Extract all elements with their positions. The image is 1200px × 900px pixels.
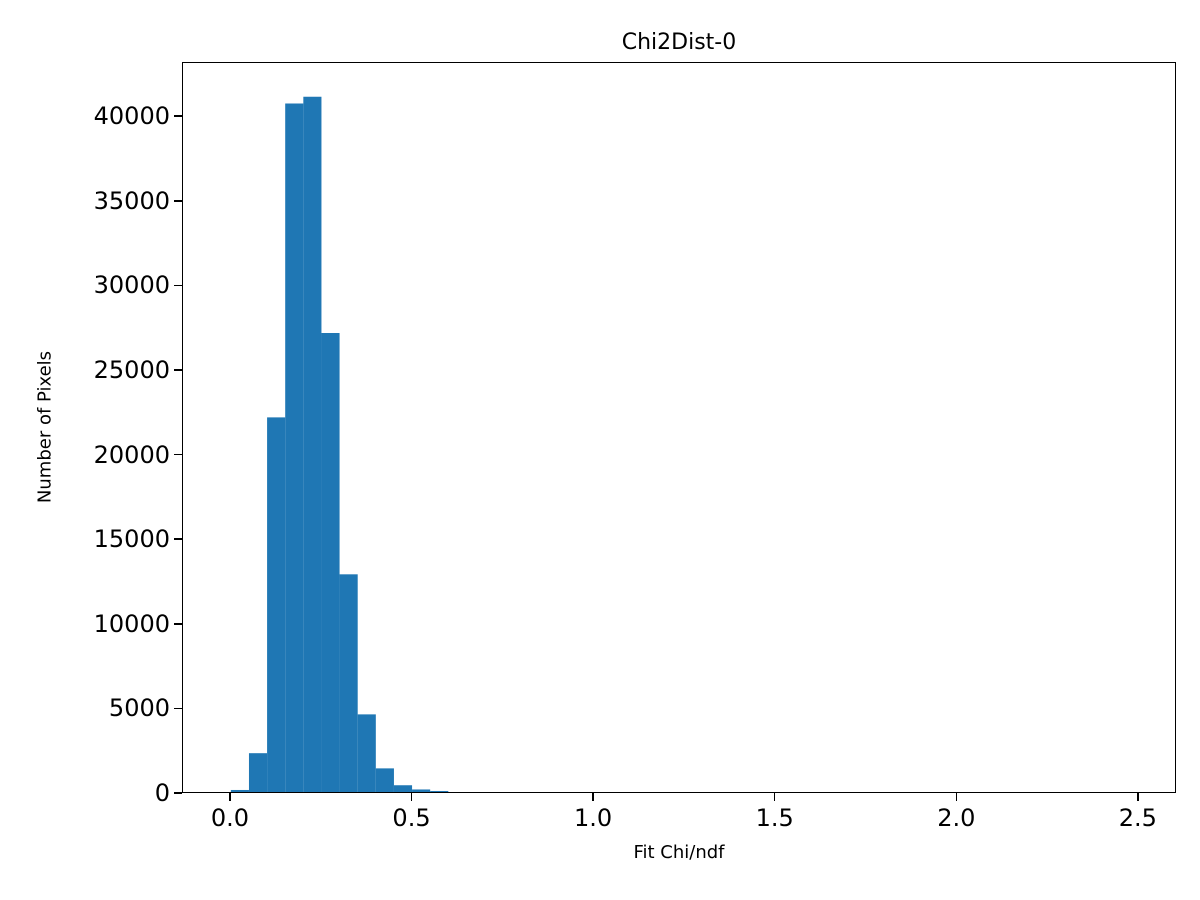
- y-tick-label: 25000: [93, 355, 170, 384]
- x-tick-mark: [229, 793, 231, 801]
- y-tick-label: 5000: [108, 694, 170, 723]
- y-tick-mark: [174, 623, 182, 625]
- y-tick-label: 35000: [93, 186, 170, 215]
- y-tick-mark: [174, 369, 182, 371]
- x-tick-label: 1.0: [574, 804, 613, 832]
- histogram-bar: [230, 789, 249, 792]
- x-tick-label: 2.0: [937, 804, 976, 832]
- y-tick-label: 10000: [93, 609, 170, 638]
- histogram-bar: [375, 768, 394, 792]
- y-tick-label: 40000: [93, 102, 170, 131]
- x-tick-label: 0.0: [210, 804, 250, 832]
- y-tick-mark: [174, 284, 182, 287]
- plot-area: [182, 62, 1176, 793]
- y-tick-label: 15000: [93, 525, 170, 554]
- histogram-bar: [339, 574, 358, 792]
- histogram-bar: [393, 785, 413, 792]
- y-tick-label: 30000: [93, 271, 170, 300]
- y-tick-mark: [174, 538, 182, 540]
- y-tick-mark: [174, 115, 182, 117]
- histogram-bar: [321, 332, 340, 792]
- y-tick-label: 0: [154, 779, 170, 807]
- x-tick-mark: [410, 793, 413, 801]
- chart-title: Chi2Dist-0: [621, 30, 737, 55]
- x-axis-label: Fit Chi/ndf: [633, 842, 725, 863]
- histogram-bar: [267, 417, 286, 792]
- histogram-bar: [285, 103, 304, 792]
- x-tick-mark: [955, 793, 958, 801]
- histogram-bar: [430, 790, 449, 792]
- histogram-bar: [248, 753, 268, 792]
- y-tick-mark: [174, 707, 182, 710]
- histogram-bar: [303, 96, 322, 792]
- y-tick-mark: [174, 792, 182, 794]
- x-tick-mark: [1137, 793, 1139, 801]
- x-tick-mark: [592, 793, 594, 801]
- histogram-svg: [230, 96, 449, 792]
- x-tick-label: 0.5: [392, 804, 431, 832]
- x-tick-label: 2.5: [1118, 804, 1157, 832]
- histogram-bar: [412, 789, 431, 792]
- histogram-bar: [357, 714, 376, 792]
- y-tick-mark: [174, 200, 182, 202]
- y-tick-mark: [174, 453, 182, 456]
- y-tick-label: 20000: [93, 440, 170, 469]
- x-tick-label: 1.5: [755, 804, 794, 832]
- x-tick-mark: [773, 793, 776, 801]
